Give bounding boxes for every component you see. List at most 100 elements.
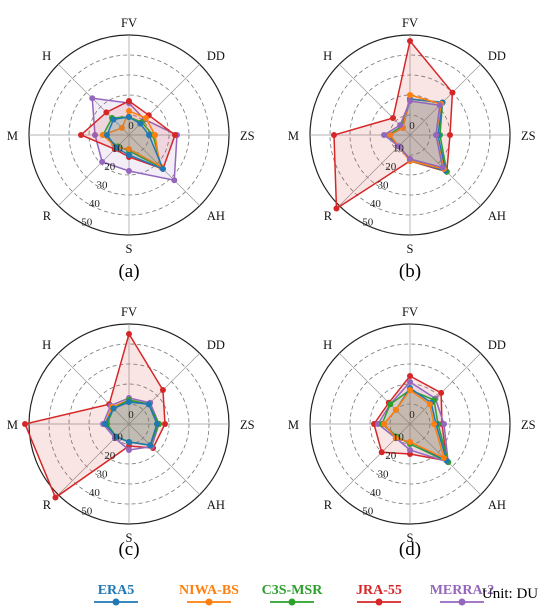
data-point	[113, 433, 120, 440]
data-point	[22, 421, 28, 427]
data-point	[407, 439, 413, 445]
panel-label: (c)	[118, 539, 139, 560]
category-label: DD	[488, 338, 506, 352]
category-label: FV	[402, 305, 418, 319]
legend-marker	[375, 598, 383, 606]
data-point	[126, 108, 132, 114]
data-point	[407, 156, 413, 162]
category-label: R	[324, 209, 333, 223]
data-point	[392, 406, 399, 413]
data-point	[99, 158, 106, 165]
radial-tick-label: 0	[128, 409, 134, 421]
data-point	[162, 421, 168, 427]
data-point	[126, 439, 132, 445]
radial-tick-label: 40	[370, 198, 382, 210]
category-label: H	[42, 49, 51, 63]
legend-item-c3s-msr: C3S-MSR	[262, 583, 324, 606]
data-point	[142, 115, 149, 122]
radial-tick-label: 50	[362, 505, 374, 517]
data-point	[104, 132, 110, 138]
radial-tick-label: 30	[378, 179, 390, 191]
category-label: DD	[207, 338, 225, 352]
data-point	[159, 165, 166, 172]
legend-label: C3S-MSR	[262, 583, 324, 598]
category-label: AH	[207, 209, 225, 223]
legend-item-merra-2: MERRA-2	[430, 583, 495, 606]
legend-marker	[458, 598, 466, 606]
data-point	[126, 146, 132, 152]
legend-marker	[288, 598, 296, 606]
data-point	[407, 98, 413, 104]
radial-tick-label: 30	[97, 468, 109, 480]
category-label: M	[7, 418, 18, 432]
category-label: R	[43, 209, 52, 223]
category-label: ZS	[521, 418, 536, 432]
data-point	[171, 177, 178, 184]
radial-tick-label: 20	[104, 450, 116, 462]
data-point	[126, 98, 132, 104]
radar-panel-4: 0 10 20 30 40 50 FV DD ZS AH S R M H (d)	[288, 305, 536, 560]
category-label: H	[323, 338, 332, 352]
legend-label: ERA5	[98, 583, 135, 598]
legend-item-era5: ERA5	[94, 583, 138, 606]
data-point	[390, 115, 397, 122]
radial-tick-label: 40	[89, 487, 101, 499]
data-point	[441, 421, 447, 427]
radial-tick-label: 10	[393, 431, 405, 443]
data-point	[381, 132, 387, 138]
data-point	[447, 132, 453, 138]
data-point	[426, 401, 433, 408]
data-point	[438, 389, 445, 396]
radial-tick-label: 50	[81, 505, 93, 517]
spoke-line	[339, 353, 411, 425]
legend-item-niwa-bs: NIWA-BS	[179, 583, 239, 606]
legend: ERA5 NIWA-BS C3S-MSR JRA-55 MERRA-2	[94, 583, 494, 606]
data-point	[392, 435, 399, 442]
category-label: R	[324, 498, 333, 512]
category-label: FV	[121, 305, 137, 319]
data-point	[152, 132, 158, 138]
data-point	[172, 132, 178, 138]
data-point	[113, 144, 120, 151]
legend-label: MERRA-2	[430, 583, 495, 598]
legend-label: NIWA-BS	[179, 583, 239, 598]
data-point	[436, 102, 443, 109]
radial-tick-label: 40	[370, 487, 382, 499]
radial-tick-label: 50	[362, 216, 374, 228]
category-label: AH	[207, 498, 225, 512]
radial-tick-label: 20	[385, 450, 397, 462]
radial-tick-label: 20	[385, 161, 397, 173]
radial-tick-label: 0	[128, 120, 134, 132]
data-point	[331, 132, 337, 138]
data-point	[110, 116, 117, 123]
unit-label: Unit: DU	[482, 586, 538, 602]
radial-tick-label: 30	[378, 468, 390, 480]
spoke-line	[128, 423, 200, 495]
data-point	[431, 421, 437, 427]
data-point	[145, 401, 152, 408]
radial-tick-label: 40	[89, 198, 101, 210]
category-label: M	[7, 129, 18, 143]
data-point	[137, 120, 144, 127]
radar-panel-1: 0 10 20 30 40 50 FV DD ZS AH S R M H (a)	[7, 16, 255, 282]
data-point	[102, 421, 108, 427]
data-point	[407, 92, 413, 98]
series-niwa-bs	[381, 387, 447, 461]
category-label: M	[288, 418, 299, 432]
category-label: ZS	[521, 129, 536, 143]
radial-tick-label: 10	[393, 142, 405, 154]
data-point	[407, 373, 413, 379]
radial-tick-label: 20	[104, 161, 116, 173]
panel-label: (a)	[118, 261, 139, 282]
data-point	[397, 122, 404, 129]
data-point	[378, 449, 385, 456]
category-label: ZS	[240, 129, 255, 143]
radar-panel-3: 0 10 20 30 40 50 FV DD ZS AH S R M H (c)	[7, 305, 255, 560]
legend-marker	[112, 598, 120, 606]
category-label: AH	[488, 498, 506, 512]
data-point	[103, 109, 110, 116]
data-point	[126, 447, 132, 453]
data-point	[449, 89, 456, 96]
data-point	[387, 401, 394, 408]
